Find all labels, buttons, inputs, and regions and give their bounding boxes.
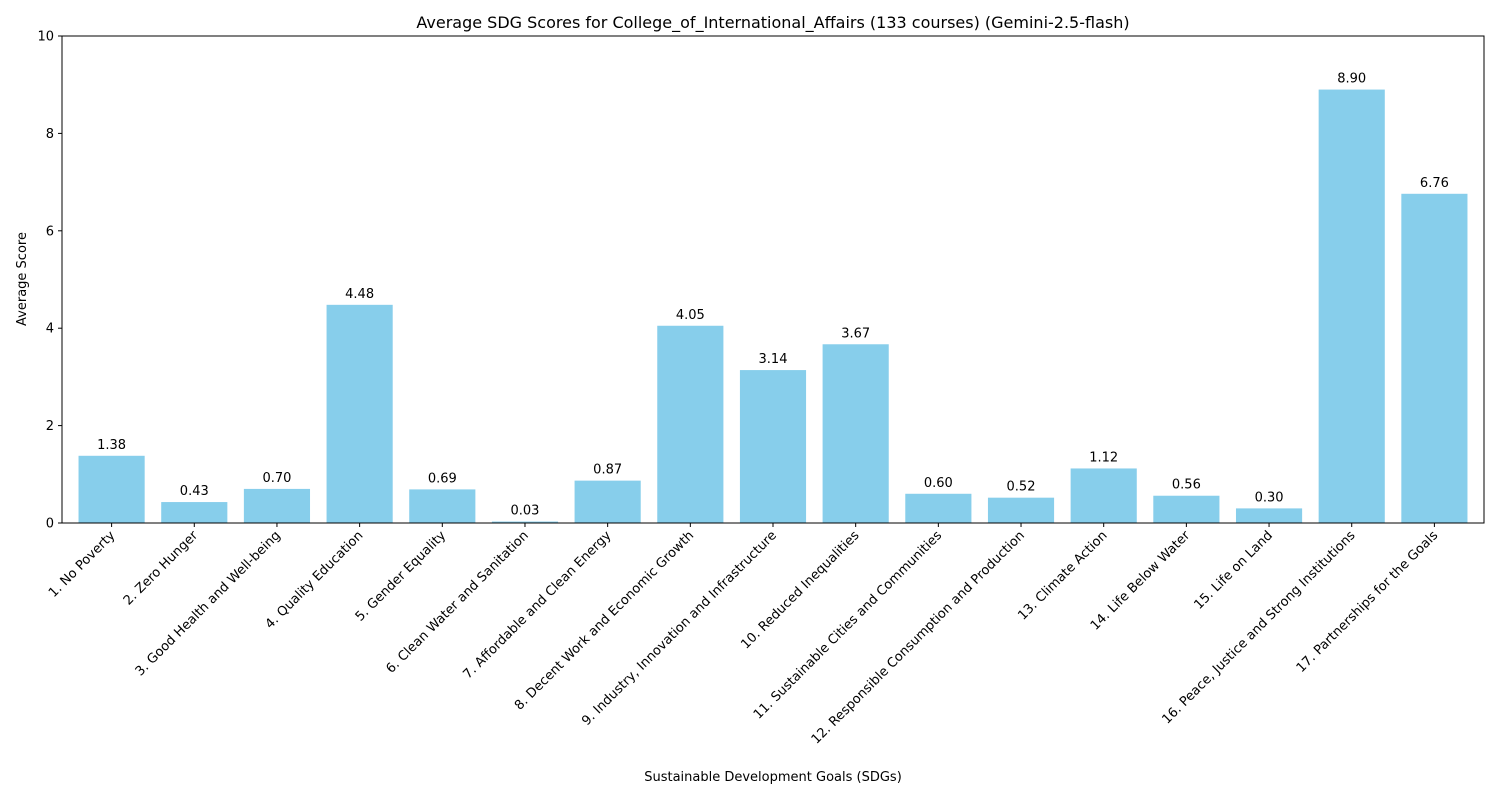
bar bbox=[905, 493, 972, 523]
bar-value-label: 0.30 bbox=[1255, 490, 1284, 505]
x-tick-label: 1. No Poverty bbox=[46, 528, 119, 601]
bar bbox=[657, 325, 724, 523]
x-tick-label: 17. Partnerships for the Goals bbox=[1294, 528, 1442, 676]
x-tick-label: 15. Life on Land bbox=[1191, 528, 1275, 612]
bar bbox=[1401, 193, 1468, 524]
bar-value-label: 0.56 bbox=[1172, 478, 1201, 493]
bar-value-label: 0.70 bbox=[262, 471, 291, 486]
x-tick-label: 13. Climate Action bbox=[1015, 528, 1110, 623]
x-tick-label: 5. Gender Equality bbox=[353, 528, 450, 625]
y-tick-label: 2 bbox=[46, 419, 54, 434]
y-tick-label: 6 bbox=[46, 224, 54, 239]
bar-value-label: 0.43 bbox=[180, 484, 209, 499]
x-tick-label: 7. Affordable and Clean Energy bbox=[460, 528, 614, 682]
bar bbox=[1235, 508, 1303, 523]
bar-value-label: 4.05 bbox=[676, 308, 705, 323]
bar bbox=[822, 344, 889, 523]
chart-title: Average SDG Scores for College_of_Intern… bbox=[416, 13, 1129, 33]
x-axis-label: Sustainable Development Goals (SDGs) bbox=[644, 770, 902, 785]
bar bbox=[1070, 468, 1137, 523]
bar-value-label: 0.52 bbox=[1007, 480, 1036, 495]
bar bbox=[78, 455, 145, 523]
y-tick-label: 0 bbox=[46, 517, 54, 532]
bar-value-label: 3.67 bbox=[841, 326, 870, 341]
bar-value-label: 6.76 bbox=[1420, 176, 1449, 191]
x-tick-label: 16. Peace, Justice and Strong Institutio… bbox=[1159, 528, 1358, 727]
bar bbox=[739, 370, 807, 523]
bar bbox=[161, 502, 228, 523]
bar-value-label: 0.69 bbox=[428, 471, 457, 486]
bar-value-label: 1.38 bbox=[97, 438, 126, 453]
y-tick-label: 8 bbox=[46, 127, 54, 142]
bar-value-label: 0.03 bbox=[511, 504, 540, 519]
x-tick-label: 11. Sustainable Cities and Communities bbox=[751, 528, 945, 722]
bar bbox=[1318, 89, 1385, 523]
plot-area: 1.38 0.43 0.70 4.48 0.69 0.03 0.87 4.05 3.14 3.67… bbox=[37, 30, 1485, 747]
bar bbox=[987, 497, 1055, 523]
bar bbox=[1153, 495, 1220, 523]
bar-value-label: 4.48 bbox=[345, 287, 374, 302]
x-tick-label: 2. Zero Hunger bbox=[121, 528, 202, 609]
bar bbox=[409, 489, 476, 523]
bar bbox=[574, 480, 641, 523]
bar bbox=[243, 488, 311, 523]
bar bbox=[326, 304, 393, 523]
x-tick-label: 6. Clean Water and Sanitation bbox=[383, 528, 531, 676]
y-tick-label: 4 bbox=[46, 322, 54, 337]
bar-value-label: 3.14 bbox=[759, 352, 788, 367]
bar bbox=[491, 521, 559, 523]
bar-value-label: 0.60 bbox=[924, 476, 953, 491]
y-axis-label: Average Score bbox=[15, 232, 30, 326]
bar-value-label: 1.12 bbox=[1089, 450, 1118, 465]
x-tick-label: 8. Decent Work and Economic Growth bbox=[512, 528, 697, 713]
y-tick-label: 10 bbox=[37, 30, 54, 45]
x-tick-label: 3. Good Health and Well-being bbox=[133, 528, 284, 679]
bar-value-label: 8.90 bbox=[1337, 72, 1366, 87]
x-tick-label: 9. Industry, Innovation and Infrastructu… bbox=[579, 528, 780, 729]
bar-value-label: 0.87 bbox=[593, 463, 622, 478]
